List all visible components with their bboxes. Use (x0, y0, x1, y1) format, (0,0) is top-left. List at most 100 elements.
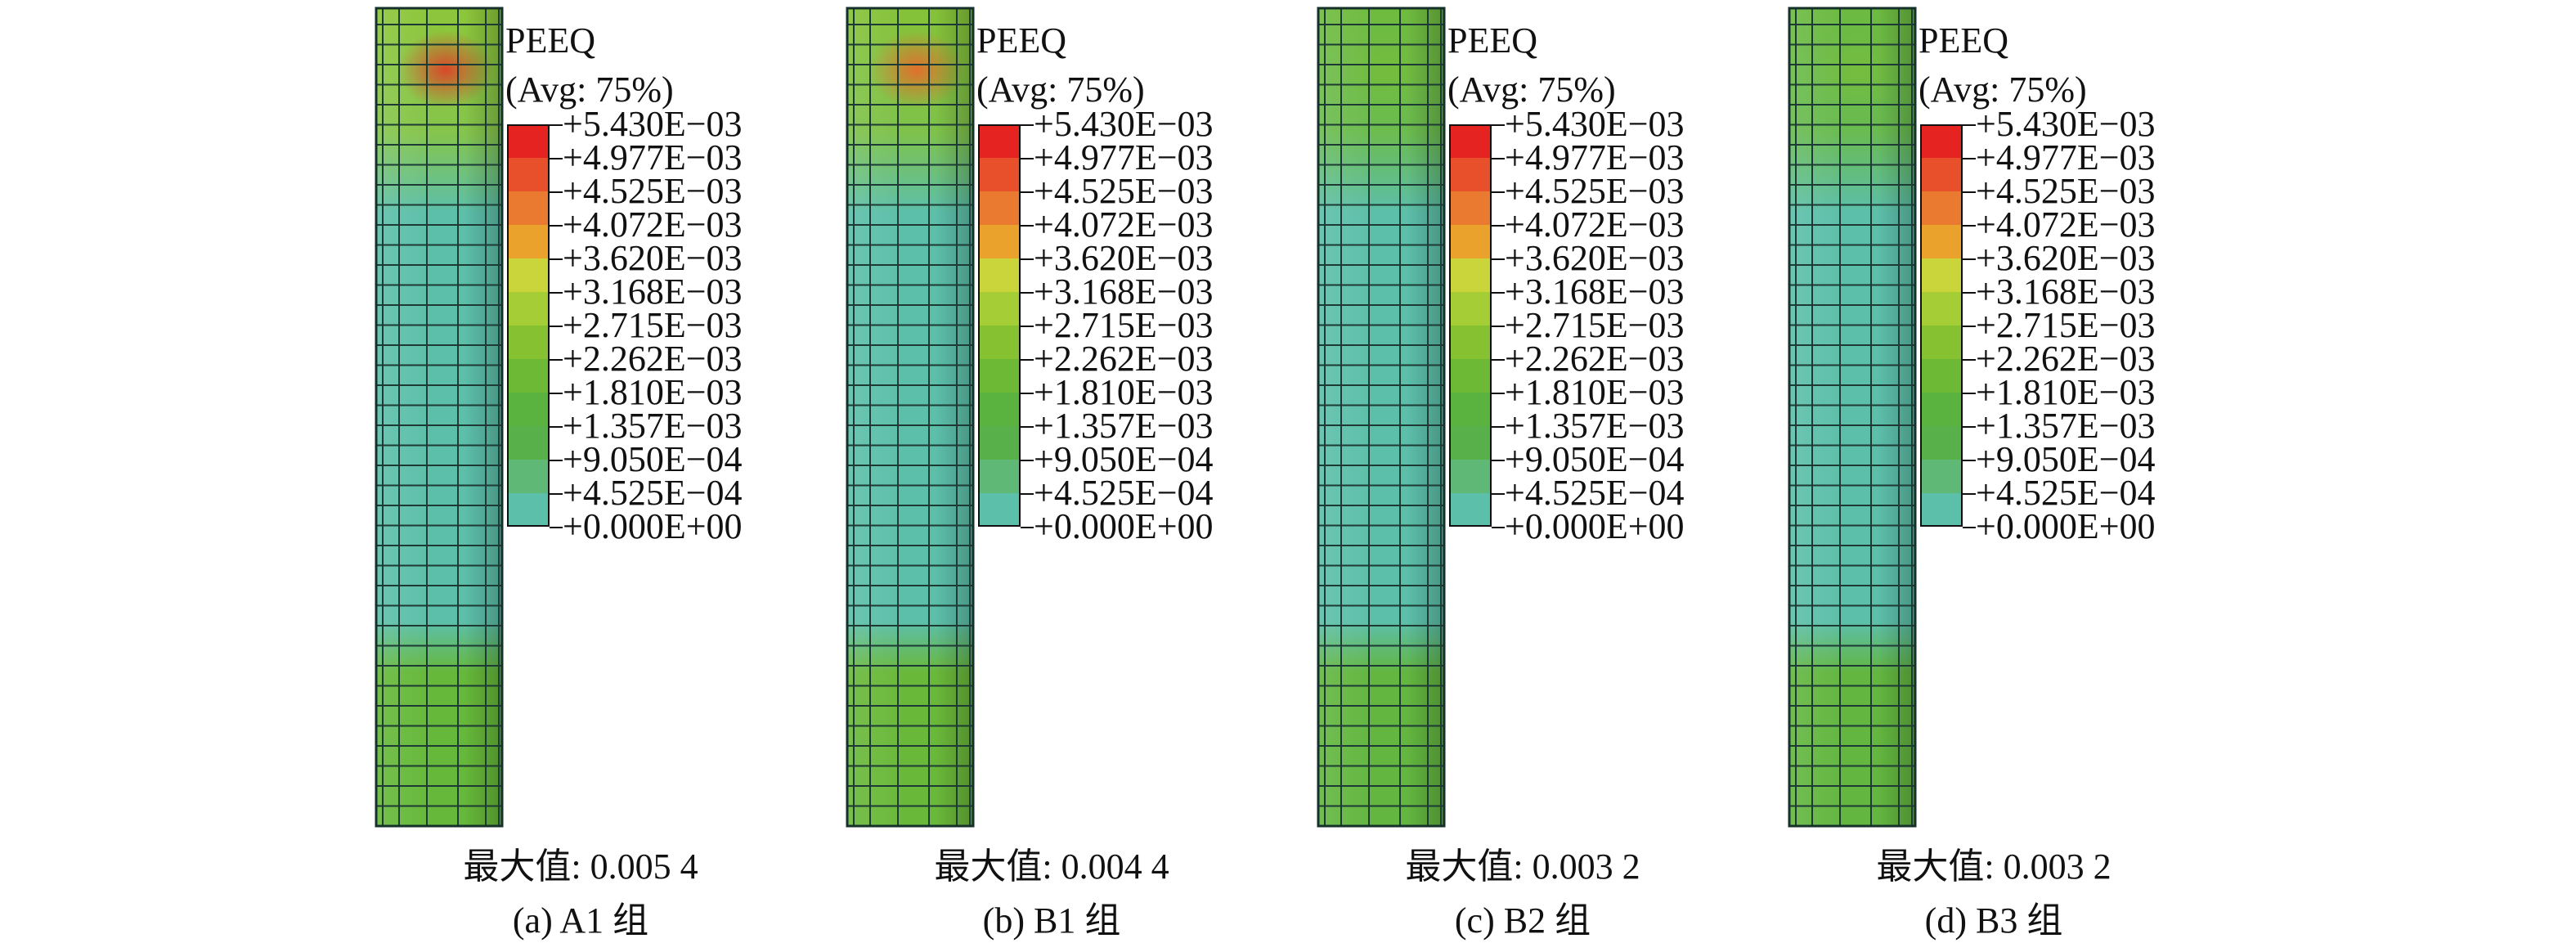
legend-swatch (507, 124, 550, 158)
legend-tick (550, 191, 563, 193)
panel-caption: (c) B2 组 (1454, 900, 1591, 941)
panel-b1: PEEQ (Avg: 75%) +5.430E−03 +4.977E−03 +4.5… (831, 0, 1403, 952)
legend-title: PEEQ (976, 20, 1066, 61)
legend-tick-label: +9.050E−04 (1505, 439, 1685, 479)
legend-tick (1963, 527, 1976, 528)
legend-swatch (1449, 124, 1492, 158)
legend-swatch (978, 326, 1021, 359)
legend-tick-label: +2.262E−03 (1034, 339, 1214, 379)
legend-tick (1021, 426, 1034, 428)
legend-swatch (1920, 258, 1963, 292)
legend-tick-label: +3.168E−03 (563, 272, 743, 312)
legend-tick (1492, 124, 1505, 126)
legend-tick (1021, 359, 1034, 361)
legend-tick (1963, 460, 1976, 461)
legend-tick (1492, 258, 1505, 260)
legend-tick (550, 326, 563, 327)
legend-tick (1492, 158, 1505, 159)
legend-tick-label: +1.810E−03 (1034, 372, 1214, 412)
legend-scale: +5.430E−03 +4.977E−03 +4.525E−03 +4.072E−03… (505, 106, 931, 545)
legend-subtitle: (Avg: 75%) (505, 70, 674, 110)
legend-swatch (507, 292, 550, 326)
legend-tick-label: +9.050E−04 (1976, 439, 2156, 479)
legend-tick-label: +4.525E−04 (563, 473, 743, 513)
legend-tick (1492, 393, 1505, 394)
legend-swatch (978, 426, 1021, 460)
panel-a1: PEEQ (Avg: 75%) +5.430E−03 +4.977E−03 +4.5… (360, 0, 932, 952)
legend-tick (1492, 292, 1505, 294)
legend-tick (550, 158, 563, 159)
legend-swatch (1920, 124, 1963, 158)
legend-tick-label: +3.168E−03 (1976, 272, 2156, 312)
legend-tick-label: +5.430E−03 (1034, 104, 1214, 144)
legend-tick-label: +4.525E−03 (1034, 171, 1214, 211)
column-contour (1788, 7, 1917, 828)
legend-tick-label: +4.525E−03 (563, 171, 743, 211)
legend-tick (1963, 493, 1976, 495)
legend-swatch (978, 258, 1021, 292)
legend-swatch (1449, 158, 1492, 191)
legend-swatch (1449, 225, 1492, 258)
legend-swatch (1920, 493, 1963, 527)
legend-tick-label: +9.050E−04 (1034, 439, 1214, 479)
panel-caption: (a) A1 组 (512, 900, 649, 941)
legend-tick-label: +9.050E−04 (563, 439, 743, 479)
legend-tick (550, 258, 563, 260)
legend-tick (1963, 393, 1976, 394)
column-outline (1317, 7, 1446, 828)
legend-swatch (507, 426, 550, 460)
max-value-label: 最大值: 0.005 4 (463, 846, 698, 887)
peeq-legend: PEEQ (Avg: 75%) +5.430E−03 +4.977E−03 +4.5… (1919, 16, 2344, 545)
legend-tick-label: +5.430E−03 (1505, 104, 1685, 144)
legend-tick-label: +2.262E−03 (563, 339, 743, 379)
legend-tick-label: +2.715E−03 (1505, 305, 1685, 345)
legend-tick (1021, 124, 1034, 126)
legend-swatch (507, 359, 550, 393)
legend-tick-label: +5.430E−03 (1976, 104, 2156, 144)
legend-swatch (507, 326, 550, 359)
legend-tick (550, 460, 563, 461)
legend-tick-label: +4.072E−03 (563, 204, 743, 245)
column-outline (1788, 7, 1917, 828)
legend-tick-label: +4.072E−03 (1976, 204, 2156, 245)
legend-swatch (1449, 393, 1492, 426)
legend-tick (1021, 527, 1034, 528)
legend-tick (1963, 158, 1976, 159)
legend-tick (1021, 158, 1034, 159)
legend-swatch (978, 292, 1021, 326)
legend-tick-label: +0.000E+00 (1976, 506, 2156, 546)
panel-b2: PEEQ (Avg: 75%) +5.430E−03 +4.977E−03 +4.5… (1302, 0, 1874, 952)
legend-swatch (507, 258, 550, 292)
mesh-lines (376, 8, 502, 826)
legend-tick (1492, 493, 1505, 495)
legend-title: PEEQ (1919, 20, 2008, 61)
legend-tick (1021, 326, 1034, 327)
legend-scale: +5.430E−03 +4.977E−03 +4.525E−03 +4.072E−03… (1919, 106, 2344, 545)
legend-swatch (1920, 426, 1963, 460)
legend-swatch (978, 158, 1021, 191)
legend-swatch (1920, 393, 1963, 426)
legend-tick-label: +1.357E−03 (1505, 406, 1685, 446)
legend-title: PEEQ (505, 20, 595, 61)
legend-swatch (978, 225, 1021, 258)
legend-tick (1963, 426, 1976, 428)
legend-tick-label: +4.525E−04 (1976, 473, 2156, 513)
panel-caption: (d) B3 组 (1924, 900, 2063, 941)
legend-swatch (1920, 191, 1963, 225)
legend-tick-label: +4.977E−03 (1976, 137, 2156, 177)
legend-subtitle: (Avg: 75%) (1919, 70, 2087, 110)
legend-tick-label: +1.810E−03 (1505, 372, 1685, 412)
legend-swatch (978, 460, 1021, 493)
peeq-legend: PEEQ (Avg: 75%) +5.430E−03 +4.977E−03 +4.5… (1447, 16, 1873, 545)
legend-tick (1492, 326, 1505, 327)
legend-swatch (1449, 460, 1492, 493)
legend-swatch (1449, 292, 1492, 326)
legend-swatch (1449, 359, 1492, 393)
legend-tick (550, 393, 563, 394)
legend-swatch (1449, 493, 1492, 527)
column-contour (846, 7, 975, 828)
legend-tick (1963, 191, 1976, 193)
legend-subtitle: (Avg: 75%) (1447, 70, 1616, 110)
legend-tick-label: +2.262E−03 (1976, 339, 2156, 379)
peeq-legend: PEEQ (Avg: 75%) +5.430E−03 +4.977E−03 +4.5… (976, 16, 1402, 545)
